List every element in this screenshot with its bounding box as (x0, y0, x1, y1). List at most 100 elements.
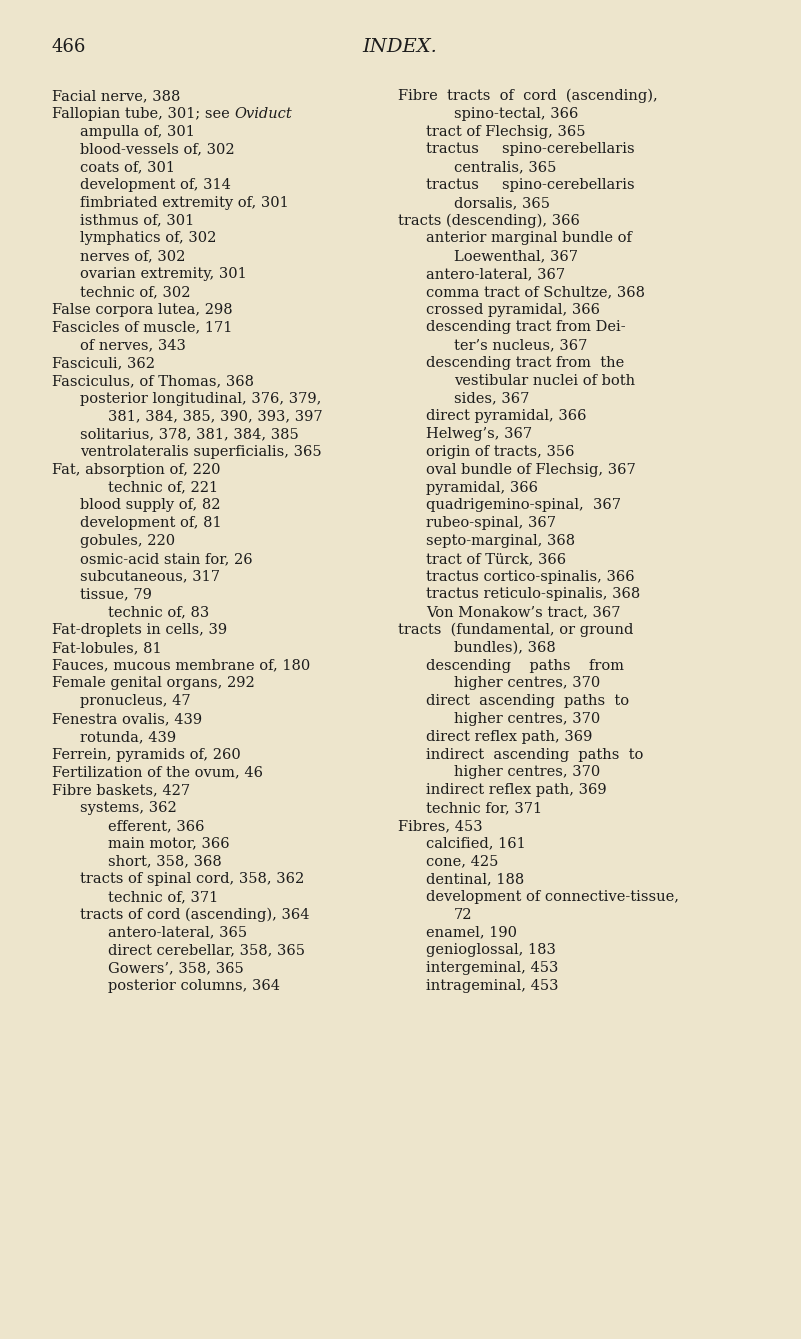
Text: higher centres, 370: higher centres, 370 (454, 712, 600, 726)
Text: tract of Flechsig, 365: tract of Flechsig, 365 (426, 125, 586, 139)
Text: ampulla of, 301: ampulla of, 301 (80, 125, 195, 139)
Text: Helweg’s, 367: Helweg’s, 367 (426, 427, 532, 441)
Text: nerves of, 302: nerves of, 302 (80, 249, 185, 264)
Text: Von Monakow’s tract, 367: Von Monakow’s tract, 367 (426, 605, 621, 619)
Text: blood-vessels of, 302: blood-vessels of, 302 (80, 142, 235, 157)
Text: False corpora lutea, 298: False corpora lutea, 298 (52, 303, 232, 316)
Text: Loewenthal, 367: Loewenthal, 367 (454, 249, 578, 264)
Text: anterior marginal bundle of: anterior marginal bundle of (426, 232, 632, 245)
Text: Fibres, 453: Fibres, 453 (398, 819, 483, 833)
Text: tract of Türck, 366: tract of Türck, 366 (426, 552, 566, 566)
Text: development of, 81: development of, 81 (80, 517, 222, 530)
Text: fimbriated extremity of, 301: fimbriated extremity of, 301 (80, 195, 288, 210)
Text: short, 358, 368: short, 358, 368 (108, 854, 222, 869)
Text: direct  ascending  paths  to: direct ascending paths to (426, 694, 629, 708)
Text: Fauces, mucous membrane of, 180: Fauces, mucous membrane of, 180 (52, 659, 310, 672)
Text: Fat, absorption of, 220: Fat, absorption of, 220 (52, 463, 220, 477)
Text: development of connective-tissue,: development of connective-tissue, (426, 890, 679, 904)
Text: gobules, 220: gobules, 220 (80, 534, 175, 548)
Text: pyramidal, 366: pyramidal, 366 (426, 481, 538, 494)
Text: 72: 72 (454, 908, 473, 921)
Text: quadrigemino-spinal,  367: quadrigemino-spinal, 367 (426, 498, 621, 513)
Text: direct pyramidal, 366: direct pyramidal, 366 (426, 410, 586, 423)
Text: indirect  ascending  paths  to: indirect ascending paths to (426, 747, 643, 762)
Text: oval bundle of Flechsig, 367: oval bundle of Flechsig, 367 (426, 463, 636, 477)
Text: posterior longitudinal, 376, 379,: posterior longitudinal, 376, 379, (80, 391, 321, 406)
Text: dorsalis, 365: dorsalis, 365 (454, 195, 550, 210)
Text: enamel, 190: enamel, 190 (426, 925, 517, 940)
Text: indirect reflex path, 369: indirect reflex path, 369 (426, 783, 606, 797)
Text: descending tract from  the: descending tract from the (426, 356, 624, 370)
Text: dentinal, 188: dentinal, 188 (426, 872, 524, 886)
Text: direct cerebellar, 358, 365: direct cerebellar, 358, 365 (108, 944, 305, 957)
Text: isthmus of, 301: isthmus of, 301 (80, 214, 195, 228)
Text: Fat-lobules, 81: Fat-lobules, 81 (52, 641, 162, 655)
Text: Female genital organs, 292: Female genital organs, 292 (52, 676, 255, 691)
Text: vestibular nuclei of both: vestibular nuclei of both (454, 374, 635, 388)
Text: Ferrein, pyramids of, 260: Ferrein, pyramids of, 260 (52, 747, 241, 762)
Text: Fat-droplets in cells, 39: Fat-droplets in cells, 39 (52, 623, 227, 637)
Text: tractus     spino-cerebellaris: tractus spino-cerebellaris (426, 178, 634, 191)
Text: intergeminal, 453: intergeminal, 453 (426, 961, 558, 975)
Text: comma tract of Schultze, 368: comma tract of Schultze, 368 (426, 285, 645, 299)
Text: 466: 466 (52, 37, 87, 56)
Text: Fertilization of the ovum, 46: Fertilization of the ovum, 46 (52, 766, 263, 779)
Text: development of, 314: development of, 314 (80, 178, 231, 191)
Text: direct reflex path, 369: direct reflex path, 369 (426, 730, 593, 743)
Text: higher centres, 370: higher centres, 370 (454, 766, 600, 779)
Text: posterior columns, 364: posterior columns, 364 (108, 979, 280, 994)
Text: blood supply of, 82: blood supply of, 82 (80, 498, 220, 513)
Text: Fascicles of muscle, 171: Fascicles of muscle, 171 (52, 320, 232, 335)
Text: technic of, 302: technic of, 302 (80, 285, 191, 299)
Text: INDEX.: INDEX. (363, 37, 437, 56)
Text: genioglossal, 183: genioglossal, 183 (426, 944, 556, 957)
Text: centralis, 365: centralis, 365 (454, 161, 557, 174)
Text: technic of, 221: technic of, 221 (108, 481, 218, 494)
Text: solitarius, 378, 381, 384, 385: solitarius, 378, 381, 384, 385 (80, 427, 299, 441)
Text: cone, 425: cone, 425 (426, 854, 498, 869)
Text: Fallopian tube, 301; see: Fallopian tube, 301; see (52, 107, 235, 121)
Text: systems, 362: systems, 362 (80, 801, 177, 815)
Text: crossed pyramidal, 366: crossed pyramidal, 366 (426, 303, 600, 316)
Text: ventrolateralis superficialis, 365: ventrolateralis superficialis, 365 (80, 445, 322, 459)
Text: ovarian extremity, 301: ovarian extremity, 301 (80, 266, 247, 281)
Text: tracts of spinal cord, 358, 362: tracts of spinal cord, 358, 362 (80, 872, 304, 886)
Text: descending    paths    from: descending paths from (426, 659, 624, 672)
Text: of nerves, 343: of nerves, 343 (80, 339, 186, 352)
Text: descending tract from Dei-: descending tract from Dei- (426, 320, 626, 335)
Text: tracts  (fundamental, or ground: tracts (fundamental, or ground (398, 623, 634, 637)
Text: technic of, 371: technic of, 371 (108, 890, 218, 904)
Text: bundles), 368: bundles), 368 (454, 641, 556, 655)
Text: Oviduct: Oviduct (235, 107, 292, 121)
Text: rubeo-spinal, 367: rubeo-spinal, 367 (426, 517, 556, 530)
Text: Fasciculus, of Thomas, 368: Fasciculus, of Thomas, 368 (52, 374, 254, 388)
Text: coats of, 301: coats of, 301 (80, 161, 175, 174)
Text: tractus cortico-spinalis, 366: tractus cortico-spinalis, 366 (426, 569, 634, 584)
Text: technic for, 371: technic for, 371 (426, 801, 542, 815)
Text: origin of tracts, 356: origin of tracts, 356 (426, 445, 574, 459)
Text: pronucleus, 47: pronucleus, 47 (80, 694, 191, 708)
Text: efferent, 366: efferent, 366 (108, 819, 204, 833)
Text: 381, 384, 385, 390, 393, 397: 381, 384, 385, 390, 393, 397 (108, 410, 323, 423)
Text: tracts of cord (ascending), 364: tracts of cord (ascending), 364 (80, 908, 309, 921)
Text: Fibre  tracts  of  cord  (ascending),: Fibre tracts of cord (ascending), (398, 88, 658, 103)
Text: septo-marginal, 368: septo-marginal, 368 (426, 534, 575, 548)
Text: calcified, 161: calcified, 161 (426, 837, 525, 850)
Text: tractus     spino-cerebellaris: tractus spino-cerebellaris (426, 142, 634, 157)
Text: antero-lateral, 365: antero-lateral, 365 (108, 925, 248, 940)
Text: rotunda, 439: rotunda, 439 (80, 730, 176, 743)
Text: tractus reticulo-spinalis, 368: tractus reticulo-spinalis, 368 (426, 588, 640, 601)
Text: intrageminal, 453: intrageminal, 453 (426, 979, 558, 994)
Text: ter’s nucleus, 367: ter’s nucleus, 367 (454, 339, 587, 352)
Text: sides, 367: sides, 367 (454, 391, 529, 406)
Text: lymphatics of, 302: lymphatics of, 302 (80, 232, 216, 245)
Text: osmic-acid stain for, 26: osmic-acid stain for, 26 (80, 552, 252, 566)
Text: subcutaneous, 317: subcutaneous, 317 (80, 569, 220, 584)
Text: Fibre baskets, 427: Fibre baskets, 427 (52, 783, 190, 797)
Text: technic of, 83: technic of, 83 (108, 605, 209, 619)
Text: antero-lateral, 367: antero-lateral, 367 (426, 266, 566, 281)
Text: tissue, 79: tissue, 79 (80, 588, 152, 601)
Text: main motor, 366: main motor, 366 (108, 837, 230, 850)
Text: spino-tectal, 366: spino-tectal, 366 (454, 107, 578, 121)
Text: Fasciculi, 362: Fasciculi, 362 (52, 356, 155, 370)
